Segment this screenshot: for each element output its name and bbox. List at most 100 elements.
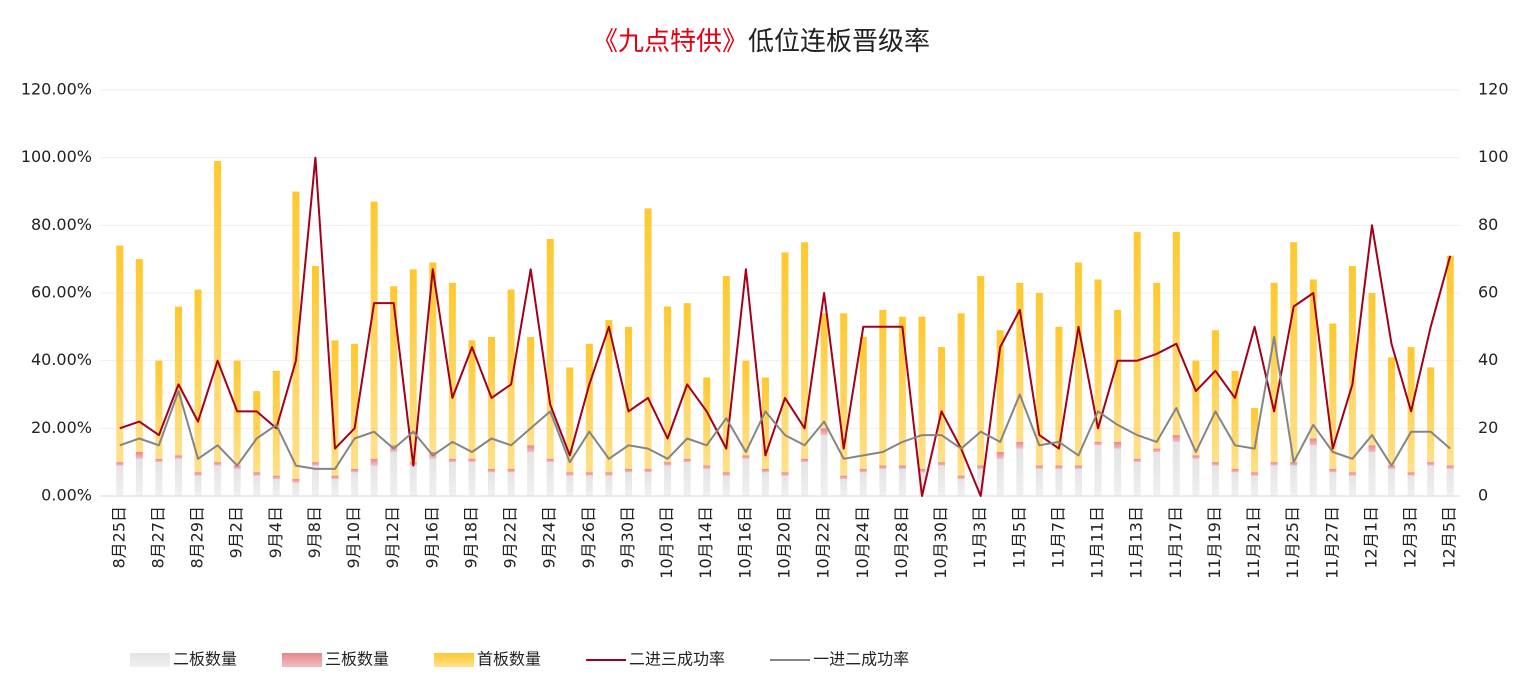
bar-segment	[703, 377, 711, 466]
bar-segment	[488, 472, 496, 496]
bar-segment	[820, 428, 828, 436]
x-tick-label: 10月30日	[931, 506, 950, 579]
bar-segment	[801, 242, 809, 459]
bar-segment	[585, 343, 593, 473]
bar-segment	[585, 472, 593, 476]
bar-segment	[370, 465, 378, 496]
bar-segment	[938, 462, 946, 466]
y-tick-label: 80.00%	[31, 215, 92, 234]
bar-segment	[1329, 323, 1337, 469]
bar-segment	[429, 262, 437, 453]
x-tick-label: 10月28日	[892, 506, 911, 579]
bar-segment	[1348, 472, 1356, 476]
y2-tick-label: 100	[1478, 147, 1509, 166]
bar-segment	[468, 340, 476, 459]
bar-segment	[703, 465, 711, 469]
bar-segment	[409, 465, 417, 496]
bar-segment	[1074, 465, 1082, 469]
bar-segment	[1192, 455, 1200, 459]
x-tick-label: 12月1日	[1361, 506, 1380, 569]
bar-segment	[820, 435, 828, 496]
bar-segment	[1035, 293, 1043, 466]
bar-segment	[683, 462, 691, 496]
bar-segment	[664, 465, 672, 496]
bar-segment	[898, 468, 906, 496]
bar-segment	[605, 472, 613, 476]
bar-segment	[1192, 458, 1200, 496]
y2-tick-label: 0	[1478, 486, 1488, 505]
bar-segment	[155, 462, 163, 496]
bar-segment	[683, 458, 691, 463]
legend-swatch	[130, 653, 170, 667]
bar-segment	[351, 343, 359, 469]
x-tick-label: 9月24日	[540, 506, 559, 569]
bar-segment	[1231, 468, 1239, 473]
bar-segment	[1094, 279, 1102, 442]
bar-segment	[1446, 465, 1454, 469]
bar-segment	[742, 458, 750, 496]
bar-segment	[1290, 462, 1298, 466]
bar-segment	[566, 367, 574, 473]
bar-segment	[840, 475, 848, 480]
bar-segment	[957, 475, 965, 480]
bar-segment	[1094, 441, 1102, 446]
x-tick-label: 10月20日	[775, 506, 794, 579]
bar-segment	[1094, 445, 1102, 496]
legend-label: 二板数量	[173, 650, 237, 669]
bar-segment	[781, 472, 789, 476]
bar-segment	[390, 286, 398, 446]
bar-segment	[1427, 367, 1435, 463]
bar-segment	[683, 303, 691, 459]
bar-segment	[1388, 357, 1396, 466]
y-tick-label: 0.00%	[41, 486, 92, 505]
chart-title: 《九点特供》低位连板晋级率	[592, 27, 930, 57]
bar-segment	[1153, 282, 1161, 449]
legend-label: 二进三成功率	[629, 650, 725, 669]
x-tick-label: 11月11日	[1088, 506, 1107, 579]
bar-segment	[1172, 441, 1180, 496]
bar-segment	[1055, 326, 1063, 466]
bar-segment	[1035, 465, 1043, 469]
bar-segment	[370, 458, 378, 466]
legend-label: 三板数量	[325, 650, 389, 669]
bar-segment	[527, 445, 535, 453]
bar-segment	[1368, 445, 1376, 453]
bar-segment	[820, 313, 828, 429]
x-tick-label: 9月2日	[227, 506, 246, 558]
bar-segment	[977, 465, 985, 469]
x-tick-label: 11月27日	[1322, 506, 1341, 579]
bar-segment	[233, 360, 241, 466]
x-tick-label: 9月18日	[461, 506, 480, 569]
bar-segment	[1114, 309, 1122, 442]
x-tick-label: 10月22日	[814, 506, 833, 579]
bar-segment	[1270, 282, 1278, 463]
bar-segment	[879, 309, 887, 466]
bar-segment	[135, 452, 143, 459]
bar-segment	[488, 468, 496, 473]
bar-segment	[546, 458, 554, 463]
bar-segment	[742, 455, 750, 459]
bar-segment	[761, 377, 769, 469]
x-tick-label: 9月16日	[422, 506, 441, 569]
x-tick-label: 10月16日	[735, 506, 754, 579]
x-tick-label: 10月24日	[853, 506, 872, 579]
bar-segment	[253, 475, 261, 496]
bar-segment	[977, 276, 985, 466]
bar-segment	[527, 336, 535, 446]
bar-segment	[859, 472, 867, 496]
x-tick-label: 9月4日	[266, 506, 285, 558]
bar-segment	[722, 276, 730, 473]
x-tick-label: 10月10日	[657, 506, 676, 579]
bar-segment	[1388, 468, 1396, 496]
bar-segment	[1016, 282, 1024, 442]
bar-segment	[351, 468, 359, 473]
x-tick-label: 12月5日	[1440, 506, 1459, 569]
bar-segment	[996, 330, 1004, 453]
bar-segment	[272, 479, 280, 496]
bar-segment	[1270, 462, 1278, 466]
bar-segment	[1055, 468, 1063, 496]
legend-swatch	[434, 653, 475, 667]
bar-segment	[311, 465, 319, 496]
x-tick-label: 9月12日	[383, 506, 402, 569]
